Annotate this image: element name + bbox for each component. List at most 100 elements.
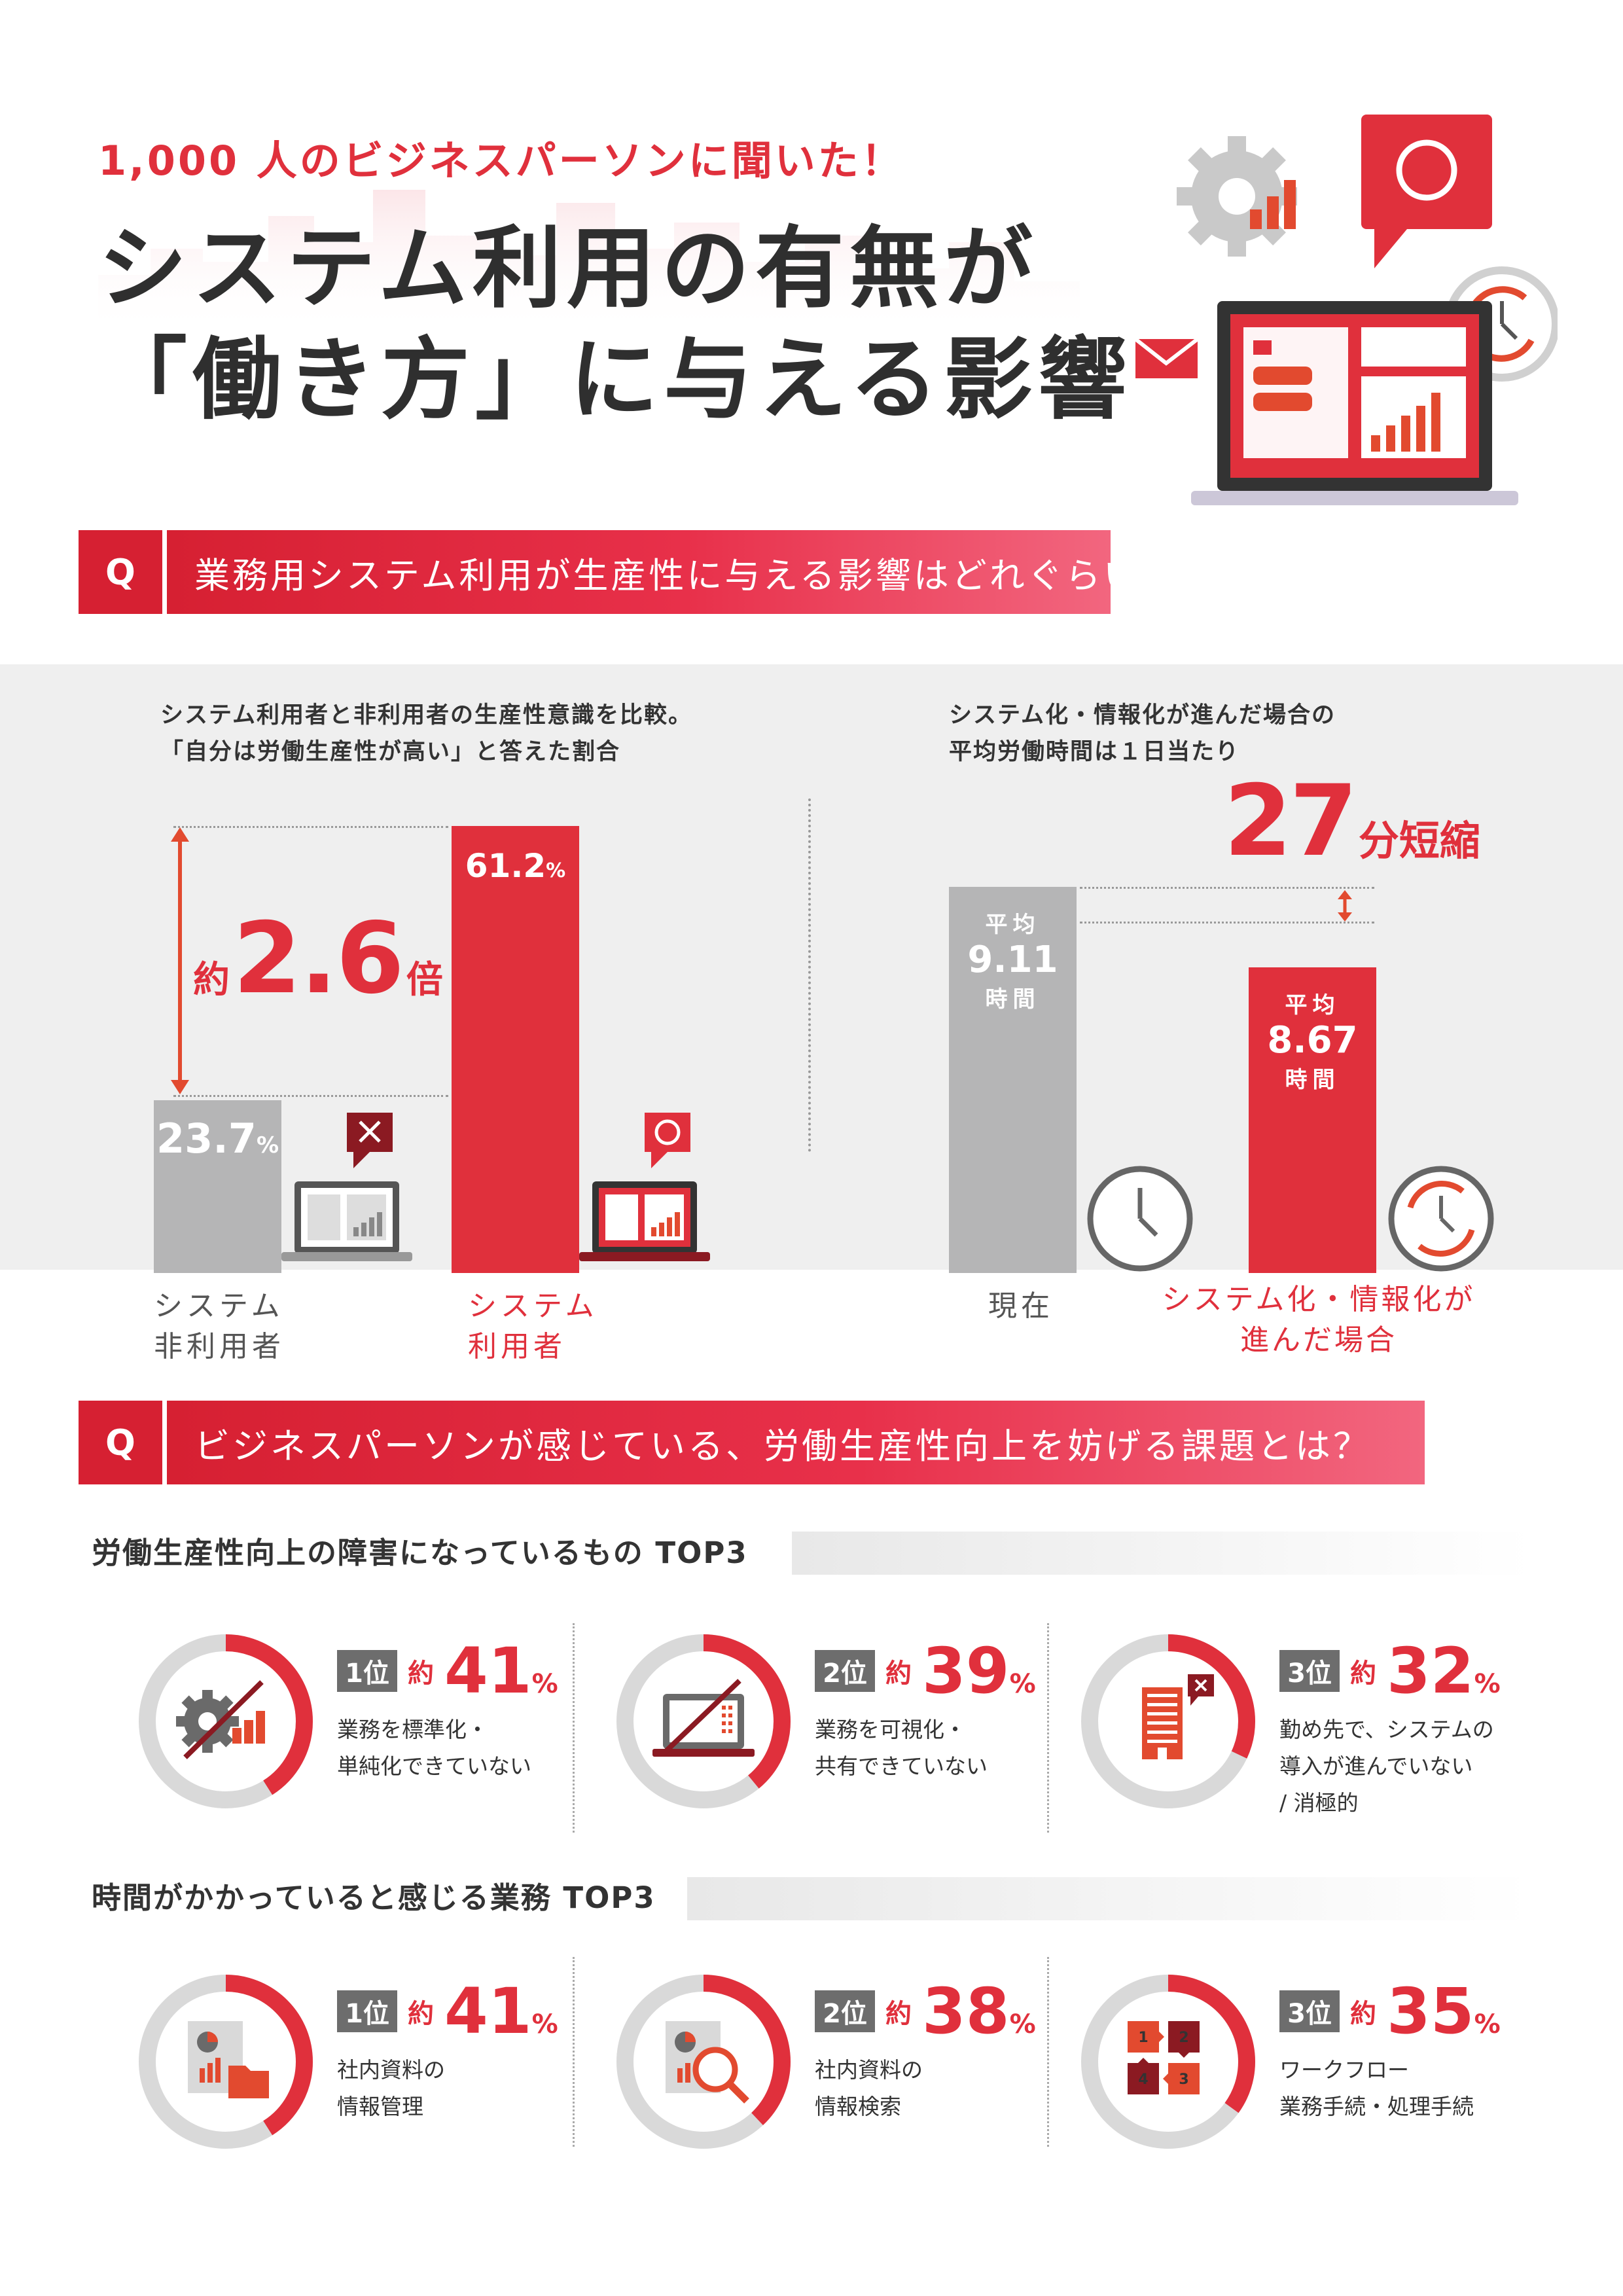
rank-row-3: 3位 約 35% (1279, 1980, 1501, 2043)
panel-divider (808, 798, 811, 1152)
top3-item-1 (131, 1626, 321, 1816)
heading-gradient-bar (792, 1532, 1531, 1575)
page-title-line-2: 「働き方」に与える影響 (98, 329, 1132, 432)
laptop-icon (1191, 301, 1518, 505)
document-folder-icon (188, 2021, 269, 2098)
chart2-guide-bottom (1080, 922, 1374, 924)
kicker-text: 1,000 人のビジネスパーソンに聞いた！ (98, 137, 904, 185)
approx-label: 約 (1350, 1659, 1376, 1689)
approx-label: 約 (408, 1659, 434, 1689)
item-description-2: 業務を可視化・ 共有できていない (815, 1717, 988, 1779)
double-arrow-icon (171, 827, 189, 1094)
approx-label: 約 (885, 1999, 912, 2029)
category-label-systemized: システム化・情報化が 進んだ場合 (1162, 1283, 1476, 1357)
skyline-background (98, 190, 1080, 334)
reduction-value: 27 (1224, 764, 1358, 878)
percent-sign: % (1009, 2009, 1036, 2039)
column-divider (573, 1957, 575, 2147)
bar-systemized: 平均 8.67 時間 (1249, 967, 1376, 1273)
workflow-steps-icon: 1 2 3 4 (1128, 2021, 1200, 2094)
donut-ring (139, 1975, 313, 2149)
percent-value: 32 (1387, 1634, 1474, 1708)
percent-sign: % (531, 2009, 558, 2039)
top3-item-1 (131, 1967, 321, 2157)
donut-ring (616, 1975, 791, 2149)
speech-bubble-circle-icon (1361, 115, 1492, 268)
rank-badge: 3位 (1279, 1990, 1340, 2032)
top3-item-3: 1 2 3 4 (1073, 1967, 1263, 2157)
donut-value-arc (1081, 1975, 1255, 2149)
gear-chart-crossed-icon (176, 1680, 265, 1759)
gear-icon (1177, 136, 1297, 257)
rank-badge: 1位 (337, 1650, 397, 1692)
question-2-text: ビジネスパーソンが感じている、労働生産性向上を妨げる課題とは？ (167, 1401, 1425, 1484)
office-building-icon (1142, 1674, 1214, 1759)
item-description-2: 社内資料の 情報検索 (815, 2057, 923, 2119)
chart2-note-line-1: システム化・情報化が進んだ場合の (949, 702, 1336, 728)
svg-text:1: 1 (1138, 2030, 1148, 2046)
ratio-prefix: 約 (193, 959, 230, 1001)
top3-item-3 (1073, 1626, 1263, 1816)
percent-value: 41 (444, 1975, 532, 2048)
bar-value-non-users: 23.7% (156, 1114, 279, 1162)
ratio-callout: 約 2.6 倍 (193, 902, 443, 1016)
donut-value-arc (616, 1634, 791, 1808)
donut-value-arc (616, 1975, 791, 2149)
chart1-guide-bottom (173, 1095, 448, 1097)
percent-value: 41 (444, 1634, 532, 1708)
top3-item-2 (609, 1967, 798, 2157)
laptop-circle-icon (579, 1113, 710, 1261)
approx-label: 約 (408, 1999, 434, 2029)
chart1-area: 約 2.6 倍 23.7% 61.2% システム 非利用者 システム 利用者 (0, 0, 812, 1363)
svg-text:3: 3 (1179, 2072, 1188, 2088)
item-description-3: ワークフロー 業務手続・処理手続 (1279, 2057, 1474, 2119)
laptop-cross-icon (281, 1113, 412, 1261)
question-1-text: 業務用システム利用が生産性に与える影響はどれぐらい？ (167, 530, 1177, 614)
bar-graph-icon (1250, 180, 1296, 229)
donut-value-arc (139, 1975, 313, 2149)
rank-badge: 2位 (815, 1650, 875, 1692)
bar-users: 61.2% (452, 826, 579, 1273)
ratio-suffix: 倍 (406, 959, 443, 1001)
rank-row-2: 2位 約 39% (815, 1640, 1036, 1702)
rank-badge: 3位 (1279, 1650, 1340, 1692)
percent-sign: % (1474, 1669, 1501, 1699)
small-double-arrow-icon (1338, 890, 1352, 922)
category-label-non-users: システム 非利用者 (154, 1289, 285, 1363)
percent-value: 39 (922, 1634, 1010, 1708)
chart2-note-line-2: 平均労働時間は１日当たり (949, 739, 1240, 765)
percent-value: 38 (922, 1975, 1010, 2048)
rank-row-2: 2位 約 38% (815, 1980, 1036, 2043)
reduction-callout: 27 分短縮 (1224, 764, 1480, 878)
item-description-1: 社内資料の 情報管理 (337, 2057, 445, 2119)
donut-value-arc (1081, 1634, 1255, 1808)
bar-non-users: 23.7% (154, 1100, 281, 1273)
rank-badge: 2位 (815, 1990, 875, 2032)
bar-current: 平均 9.11 時間 (949, 887, 1077, 1273)
item-description-3: 勤め先で、システムの 導入が進んでいない / 消極的 (1279, 1717, 1494, 1816)
donut-ring: 1 2 3 4 (1081, 1975, 1255, 2149)
page-title-line-1: システム利用の有無が (98, 217, 1038, 321)
donut-ring (1081, 1634, 1255, 1808)
laptop-crossed-icon (652, 1679, 755, 1757)
rank-badge: 1位 (337, 1990, 397, 2032)
rank-row-3: 3位 約 32% (1279, 1640, 1501, 1702)
chart2-guide-top (1080, 887, 1374, 889)
column-divider (1047, 1623, 1049, 1833)
donut-ring (616, 1634, 791, 1808)
category-label-current: 現在 (988, 1289, 1054, 1323)
clock-icon (1087, 1166, 1193, 1272)
percent-sign: % (1009, 1669, 1036, 1699)
heading-gradient-bar (687, 1877, 1531, 1920)
chart1-guide-top (173, 826, 448, 828)
chart1-note-line-2: 「自分は労働生産性が高い」と答えた割合 (160, 739, 621, 765)
envelope-icon (1134, 337, 1199, 378)
obstacles-heading: 労働生産性向上の障害になっているもの TOP3 (92, 1535, 748, 1570)
hero-illustration (1134, 115, 1558, 505)
svg-text:2: 2 (1179, 2030, 1188, 2046)
time-heading: 時間がかかっていると感じる業務 TOP3 (92, 1880, 656, 1915)
bar-value-systemized: 平均 8.67 時間 (1267, 992, 1358, 1094)
donut-ring (139, 1634, 313, 1808)
rank-row-1: 1位 約 41% (337, 1640, 558, 1702)
svg-text:4: 4 (1138, 2072, 1148, 2088)
